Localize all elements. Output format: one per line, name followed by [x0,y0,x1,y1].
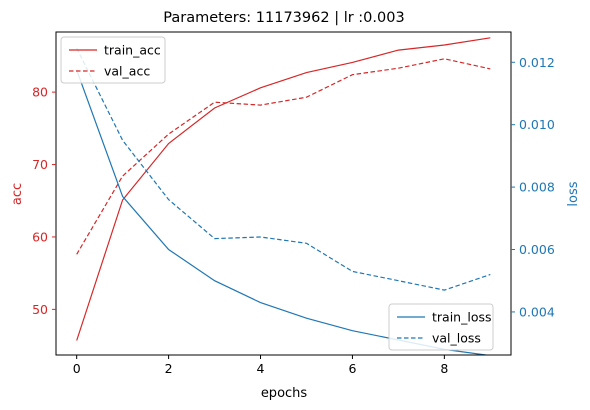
right-y-tick-label: 0.012 [519,55,555,70]
left-y-tick-label: 80 [32,85,48,100]
right-y-axis-label: loss [566,181,581,206]
series-line-val-loss [76,47,491,291]
x-tick-label: 0 [73,361,81,376]
x-tick-label: 8 [440,361,448,376]
x-tick-label: 2 [165,361,173,376]
x-axis-label: epochs [261,386,308,401]
right-y-tick-label: 0.008 [519,180,555,195]
left-y-axis: 50 60 70 80 [32,85,56,317]
legend-label-train-loss: train_loss [432,310,492,325]
legend-label-val-loss: val_loss [432,331,481,346]
series-line-val-acc [76,58,491,255]
legend-loss: train_loss val_loss [388,303,494,351]
x-tick-label: 6 [348,361,356,376]
x-tick-label: 4 [257,361,265,376]
left-y-axis-label: acc [10,183,25,205]
legend-acc: train_acc val_acc [60,36,166,84]
x-axis: 0 2 4 6 8 [73,355,448,376]
series-line-train-acc [76,37,491,341]
legend-label-train-acc: train_acc [104,43,161,58]
plot-frame [55,31,512,356]
legend-label-val-acc: val_acc [104,64,150,79]
right-y-axis: 0.004 0.006 0.008 0.010 0.012 [511,55,555,319]
left-y-tick-label: 60 [32,229,48,244]
right-y-tick-label: 0.004 [519,304,555,319]
right-y-tick-label: 0.010 [519,117,555,132]
chart-title: Parameters: 11173962 | lr :0.003 [163,10,404,26]
left-y-tick-label: 50 [32,302,48,317]
left-y-tick-label: 70 [32,157,48,172]
right-y-tick-label: 0.006 [519,242,555,257]
